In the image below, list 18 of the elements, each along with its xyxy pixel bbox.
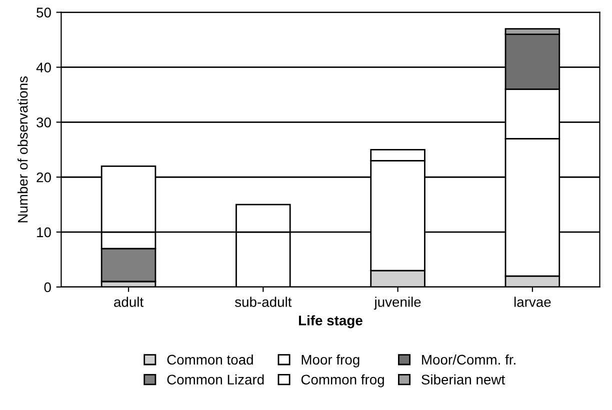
y-tick-label: 10 (37, 227, 51, 238)
legend-label: Moor/Comm. fr. (422, 354, 516, 365)
x-tick-label: juvenile (374, 296, 421, 310)
legend-label: Common Lizard (167, 374, 264, 385)
legend-label: Siberian newt (422, 374, 505, 385)
legend-label: Common toad (167, 354, 253, 365)
x-tick-label: sub-adult (234, 296, 292, 307)
x-axis-title: Life stage (298, 315, 362, 328)
legend-label: Common frog (301, 374, 384, 388)
y-tick-label: 0 (44, 282, 51, 292)
y-tick-label: 20 (36, 172, 51, 182)
legend-label: Moor frog (302, 354, 360, 368)
y-axis-title: Number of observations (18, 76, 28, 222)
y-tick-label: 30 (36, 118, 51, 128)
x-tick-label: larvae (514, 296, 551, 307)
x-tick-label: adult (114, 296, 144, 307)
y-tick-label: 50 (36, 8, 51, 18)
y-tick-label: 40 (36, 62, 51, 72)
